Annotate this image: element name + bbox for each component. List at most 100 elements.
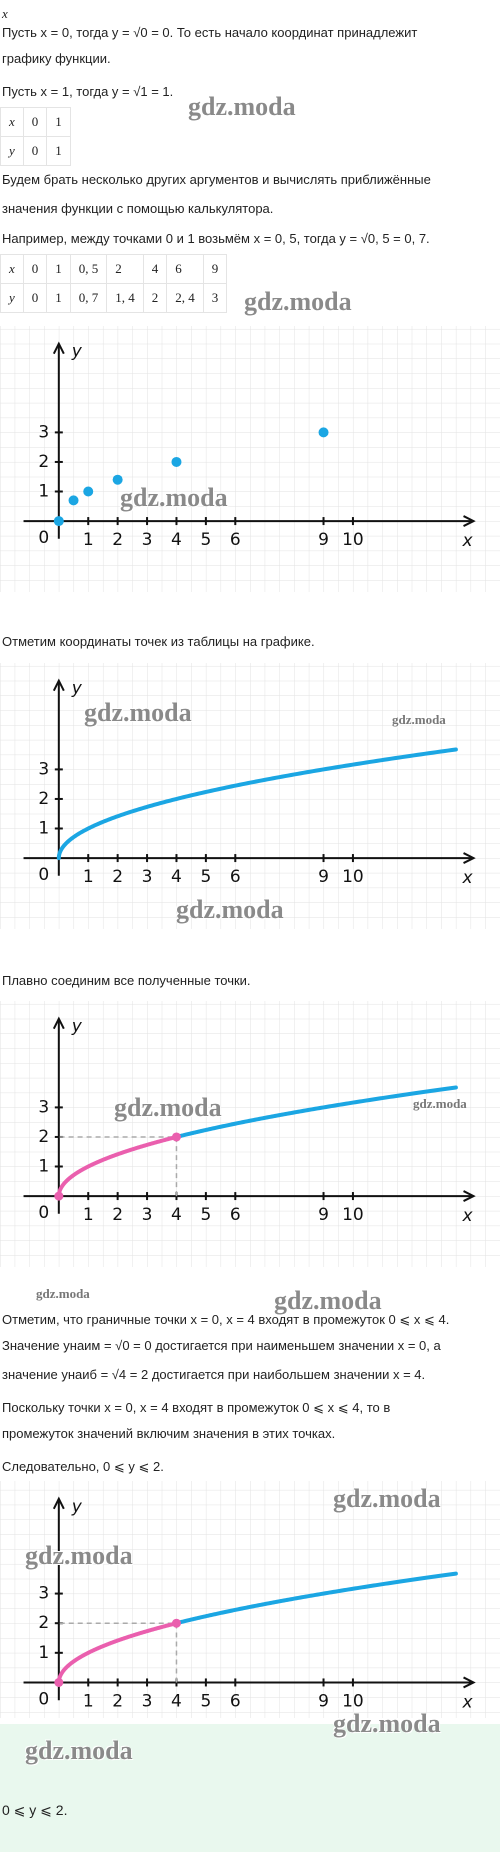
cell: y [0, 283, 24, 313]
x-tick-label: 10 [342, 867, 364, 887]
cell: x [0, 254, 24, 284]
text-line: Будем брать несколько других аргументов … [2, 172, 431, 187]
y-tick-label: 3 [38, 759, 49, 779]
x-tick-label: 5 [200, 867, 211, 887]
origin-label: 0 [38, 528, 49, 548]
watermark: gdz.moda [274, 1286, 382, 1315]
point [112, 474, 123, 485]
x-tick-label: 4 [171, 1205, 182, 1225]
text-line: Следовательно, 0 ⩽ y ⩽ 2. [2, 1459, 164, 1474]
x-arrow [463, 515, 476, 527]
marked-point [171, 1618, 181, 1628]
x-tick-label: 2 [112, 530, 123, 550]
grid [0, 1481, 500, 1718]
x-tick-label: 2 [112, 1205, 123, 1225]
watermark: gdz.moda [413, 1096, 467, 1111]
variable: x [2, 6, 8, 21]
cell: 2 [142, 283, 168, 313]
y-arrow [52, 1496, 65, 1510]
y-tick-label: 3 [38, 422, 49, 442]
x-tick-label: 10 [342, 1205, 364, 1225]
y-axis-label: y [71, 1017, 83, 1037]
x-tick-label: 1 [83, 1205, 94, 1225]
text-line: Пусть x = 1, тогда y = √1 = 1. [2, 84, 174, 99]
watermark: gdz.moda [244, 287, 352, 316]
cell: 3 [202, 283, 228, 313]
x-tick-label: 1 [83, 530, 94, 550]
x-tick-label: 6 [230, 530, 241, 550]
text-line: Например, между точками 0 и 1 возьмём x … [2, 231, 430, 246]
marked-point [54, 1677, 64, 1687]
guide-line [58, 1136, 178, 1197]
text-line: промежуток значений включим значения в э… [2, 1426, 336, 1441]
cell: 0 [22, 107, 48, 137]
x-tick-label: 4 [171, 867, 182, 887]
x-tick-label: 6 [230, 1205, 241, 1225]
guide-line [58, 1622, 178, 1683]
origin-label: 0 [38, 1203, 49, 1223]
watermark: gdz.moda [392, 712, 446, 727]
cell: 2 [106, 254, 144, 284]
x-tick-label: 5 [200, 1691, 211, 1711]
curve [56, 747, 458, 861]
watermark: gdz.moda [25, 1736, 133, 1765]
watermark: gdz.moda [120, 483, 228, 512]
point [318, 427, 329, 438]
cell: 1 [46, 136, 71, 166]
y-tick-label: 2 [38, 1127, 49, 1147]
watermark: gdz.moda [25, 1541, 133, 1570]
y-tick-label: 3 [38, 1097, 49, 1117]
y-arrow [52, 678, 65, 692]
marked-point [54, 1191, 64, 1201]
curve-highlight [56, 1621, 179, 1685]
cell: 4 [142, 254, 168, 284]
y-arrow [52, 341, 65, 355]
x-axis-label: x [461, 531, 473, 551]
cell: 2, 4 [166, 283, 204, 313]
x-tick-label: 9 [318, 1205, 329, 1225]
x-tick-label: 1 [83, 867, 94, 887]
cell: 0, 7 [69, 283, 108, 313]
caption: Отметим координаты точек из таблицы на г… [2, 634, 315, 649]
text-line: Поскольку точки x = 0, x = 4 входят в пр… [2, 1400, 391, 1415]
cell: 0 [22, 136, 48, 166]
y-tick-label: 1 [38, 1643, 49, 1663]
y-tick-label: 1 [38, 482, 49, 502]
y-tick-label: 2 [38, 789, 49, 809]
grid [0, 663, 500, 929]
cell: 1 [46, 283, 71, 313]
watermark: gdz.moda [36, 1286, 90, 1301]
y-tick-label: 1 [38, 1157, 49, 1177]
marked-point [171, 1132, 181, 1142]
text-line: значения функции с помощью калькулятора. [2, 201, 274, 216]
curve-highlight [56, 1134, 179, 1199]
cell: 1, 4 [106, 283, 144, 313]
x-tick-label: 9 [318, 867, 329, 887]
watermark: gdz.moda [114, 1093, 222, 1122]
x-tick-label: 4 [171, 1691, 182, 1711]
y-tick-label: 3 [38, 1584, 49, 1604]
point [171, 456, 182, 467]
grid [0, 326, 500, 592]
x-arrow [463, 852, 476, 864]
answer: 0 ⩽ y ⩽ 2. [2, 1802, 68, 1818]
text-line: Отметим, что граничные точки x = 0, x = … [2, 1312, 450, 1327]
watermark: gdz.moda [188, 92, 296, 121]
cell: 1 [46, 107, 71, 137]
x-tick-label: 9 [318, 1691, 329, 1711]
grid [0, 1001, 500, 1267]
x-tick-label: 10 [342, 1691, 364, 1711]
watermark: gdz.moda [176, 895, 284, 924]
x-tick-label: 3 [142, 867, 153, 887]
cell: y [0, 136, 24, 166]
x-tick-label: 1 [83, 1691, 94, 1711]
watermark: gdz.moda [333, 1484, 441, 1513]
x-tick-label: 2 [112, 867, 123, 887]
y-axis-label: y [71, 1497, 83, 1517]
cell: 0, 5 [69, 254, 108, 284]
